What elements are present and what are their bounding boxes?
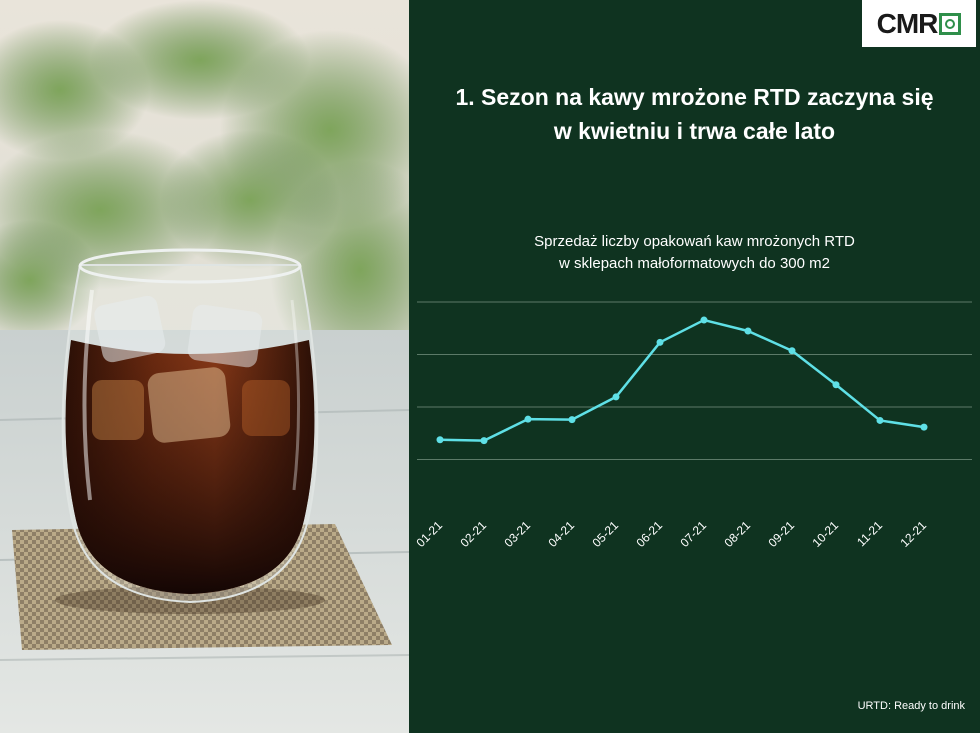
x-tick-label-07-21: 07-21 bbox=[678, 518, 710, 550]
data-point-11-21 bbox=[876, 416, 884, 424]
logo-text: CMR bbox=[876, 7, 939, 39]
x-tick-label-02-21: 02-21 bbox=[458, 518, 490, 550]
cmr-logo: CMR bbox=[862, 0, 976, 47]
logo-mark-icon bbox=[939, 12, 962, 35]
chart-title-line-2: w sklepach małoformatowych do 300 m2 bbox=[559, 255, 830, 272]
x-tick-label-01-21: 01-21 bbox=[414, 518, 446, 550]
x-tick-label-12-21: 12-21 bbox=[898, 518, 930, 550]
line-chart: 01-21 02-21 03-21 04-21 05-21 06-21 07-21 08-21… bbox=[409, 290, 980, 580]
series-polyline bbox=[439, 318, 925, 442]
x-tick-label-10-21: 10-21 bbox=[810, 518, 842, 550]
x-tick-label-11-21: 11-21 bbox=[854, 518, 885, 549]
data-point-02-21 bbox=[480, 437, 488, 445]
slide-title: 1. Sezon na kawy mrożone RTD zaczyna się… bbox=[409, 80, 980, 148]
footnote: URTD: Ready to drink bbox=[857, 700, 965, 712]
data-point-09-21 bbox=[788, 347, 796, 355]
data-point-12-21 bbox=[920, 423, 928, 431]
data-point-03-21 bbox=[524, 415, 532, 423]
series-line bbox=[439, 318, 925, 442]
iced-coffee-photo bbox=[0, 0, 409, 733]
x-tick-label-05-21: 05-21 bbox=[590, 518, 622, 550]
x-tick-label-06-21: 06-21 bbox=[634, 518, 666, 550]
series-points bbox=[436, 316, 928, 445]
x-tick-labels: 01-21 02-21 03-21 04-21 05-21 06-21 07-21 08-21… bbox=[414, 518, 930, 550]
data-point-10-21 bbox=[832, 381, 840, 389]
title-line-2: w kwietniu i trwa całe lato bbox=[553, 118, 836, 144]
data-point-08-21 bbox=[744, 327, 752, 335]
data-point-01-21 bbox=[436, 436, 444, 444]
content-panel bbox=[409, 0, 980, 733]
gridlines bbox=[417, 301, 972, 460]
title-line-1: 1. Sezon na kawy mrożone RTD zaczyna się bbox=[455, 84, 934, 110]
line-chart-svg: 01-21 02-21 03-21 04-21 05-21 06-21 07-21 08-21… bbox=[414, 301, 972, 550]
data-point-06-21 bbox=[656, 338, 664, 346]
chart-title-line-1: Sprzedaż liczby opakowań kaw mrożonych R… bbox=[534, 233, 855, 250]
iced-coffee-illustration bbox=[0, 0, 409, 733]
x-tick-label-03-21: 03-21 bbox=[502, 518, 534, 550]
x-tick-label-04-21: 04-21 bbox=[546, 518, 578, 550]
x-tick-label-08-21: 08-21 bbox=[722, 518, 754, 550]
x-tick-label-09-21: 09-21 bbox=[766, 518, 798, 550]
chart-title: Sprzedaż liczby opakowań kaw mrożonych R… bbox=[409, 231, 980, 275]
data-point-05-21 bbox=[612, 393, 620, 401]
data-point-04-21 bbox=[568, 416, 576, 424]
data-point-07-21 bbox=[700, 316, 708, 324]
